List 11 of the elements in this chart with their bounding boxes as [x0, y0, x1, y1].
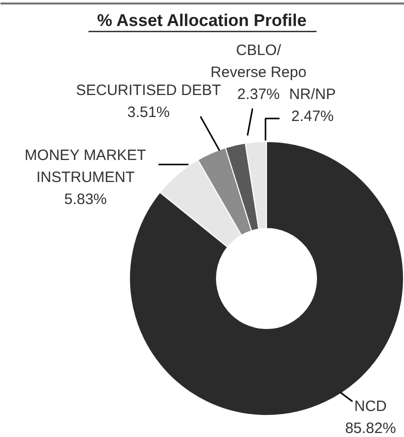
data-label: 5.83%: [64, 191, 107, 208]
data-label: 2.37%: [237, 86, 280, 103]
data-label: 3.51%: [127, 104, 170, 121]
data-label: 85.82%: [345, 420, 396, 437]
slice-label: NCD: [354, 398, 387, 415]
slice-label: CBLO/ Reverse Repo: [210, 42, 306, 81]
slice-label: SECURITISED DEBT: [76, 82, 222, 99]
slice-label: NR/NP: [289, 86, 336, 103]
chart-title: % Asset Allocation Profile: [97, 11, 307, 30]
slice-label: MONEY MARKET INSTRUMENT: [24, 147, 146, 186]
data-label: 2.47%: [291, 108, 334, 125]
